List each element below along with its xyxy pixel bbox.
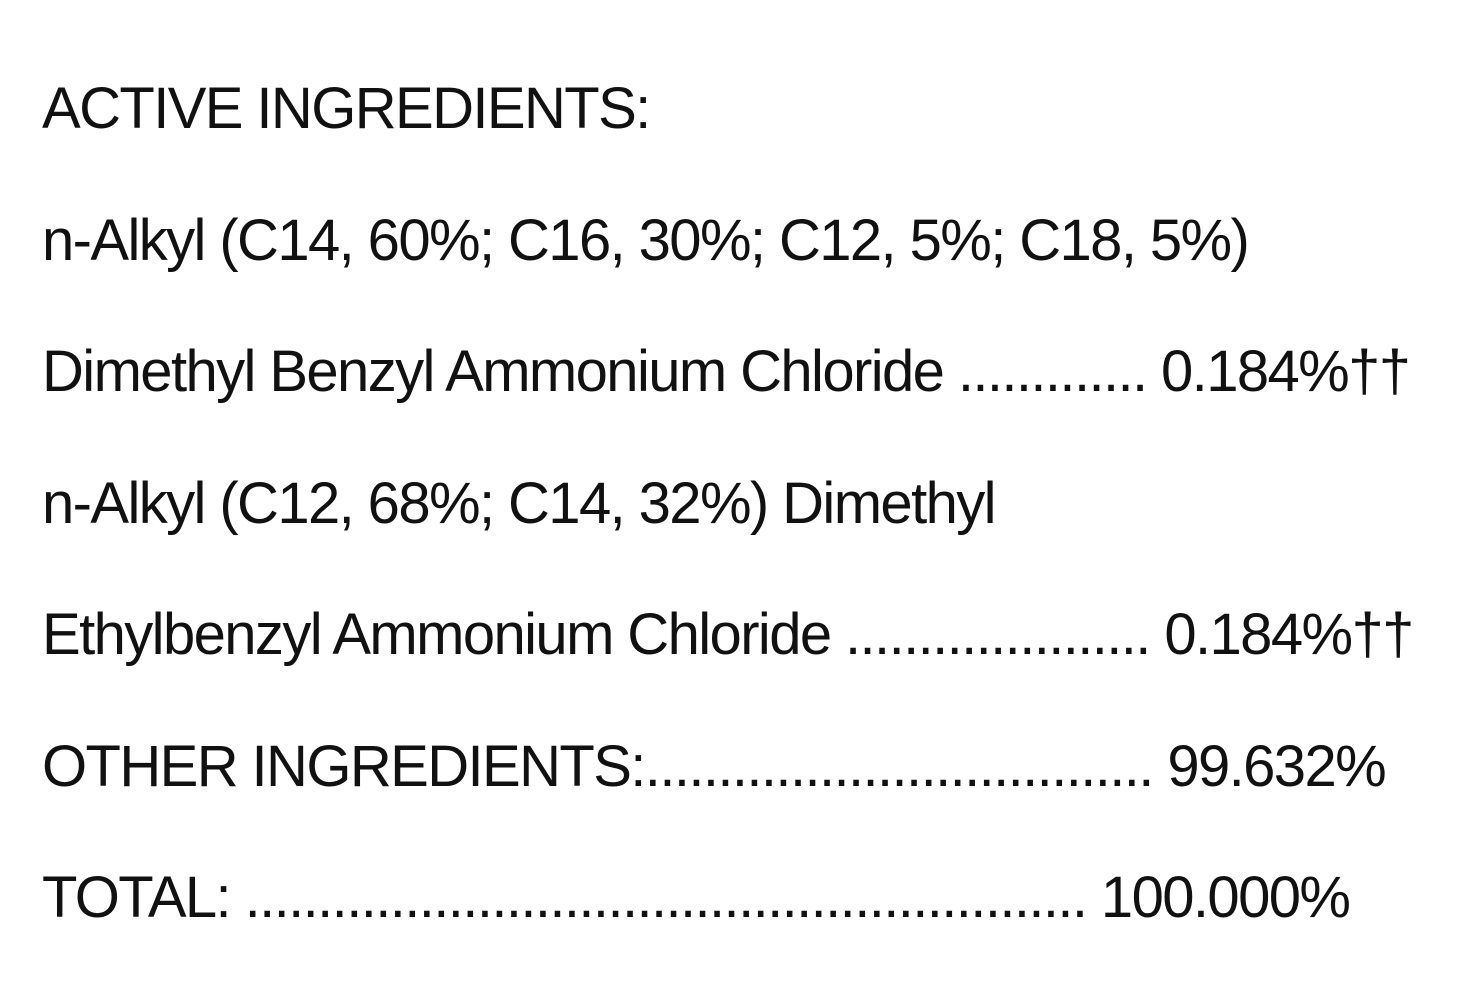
ingredient-line: OTHER INGREDIENTS:......................… [42, 733, 1387, 799]
ingredient-line: TOTAL: .................................… [42, 865, 1351, 930]
ingredient-line: ACTIVE INGREDIENTS: [42, 76, 651, 141]
ingredient-line: n-Alkyl (C14, 60%; C16, 30%; C12, 5%; C1… [42, 207, 1250, 273]
ingredient-line: Dimethyl Benzyl Ammonium Chloride ......… [42, 339, 1411, 404]
ingredient-line: n-Alkyl (C12, 68%; C14, 32%) Dimethyl [42, 470, 997, 536]
ingredient-line: Ethylbenzyl Ammonium Chloride ..........… [42, 602, 1414, 667]
